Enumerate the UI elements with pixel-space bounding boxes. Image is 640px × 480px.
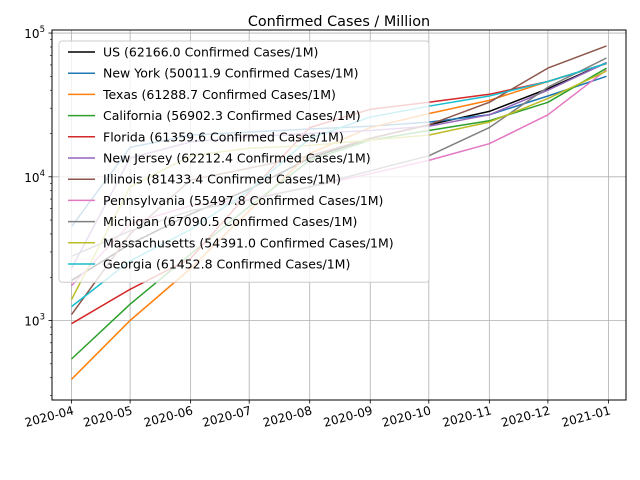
y-tick-label: 103 xyxy=(24,313,45,329)
legend-entry: US (62166.0 Confirmed Cases/1M) xyxy=(103,45,318,60)
legend: US (62166.0 Confirmed Cases/1M) New York … xyxy=(58,40,430,283)
y-tick-label: 105 xyxy=(24,25,45,41)
y-tick-base: 10 xyxy=(24,27,39,41)
chart-title: Confirmed Cases / Million xyxy=(248,14,430,30)
legend-entry: Michigan (67090.5 Confirmed Cases/1M) xyxy=(103,214,357,229)
legend-entry: Florida (61359.6 Confirmed Cases/1M) xyxy=(103,129,344,144)
legend-entry: California (56902.3 Confirmed Cases/1M) xyxy=(103,108,361,123)
plot-frame xyxy=(51,29,627,401)
y-tick-exponent: 4 xyxy=(40,169,45,179)
legend-entry: Pennsylvania (55497.8 Confirmed Cases/1M… xyxy=(103,193,383,208)
y-tick-base: 10 xyxy=(24,315,39,329)
legend-entry: Georgia (61452.8 Confirmed Cases/1M) xyxy=(103,257,350,272)
y-tick-exponent: 3 xyxy=(40,313,45,323)
y-tick-exponent: 5 xyxy=(40,25,45,35)
legend-box xyxy=(58,40,430,283)
legend-entry: Illinois (81433.4 Confirmed Cases/1M) xyxy=(103,172,341,187)
legend-entry: New York (50011.9 Confirmed Cases/1M) xyxy=(103,66,359,81)
legend-entry: Texas (61288.7 Confirmed Cases/1M) xyxy=(102,87,336,102)
legend-entry: Massachusetts (54391.0 Confirmed Cases/1… xyxy=(103,235,394,250)
legend-entry: New Jersey (62212.4 Confirmed Cases/1M) xyxy=(103,151,371,166)
y-tick-base: 10 xyxy=(24,171,39,185)
y-tick-label: 104 xyxy=(24,169,45,185)
